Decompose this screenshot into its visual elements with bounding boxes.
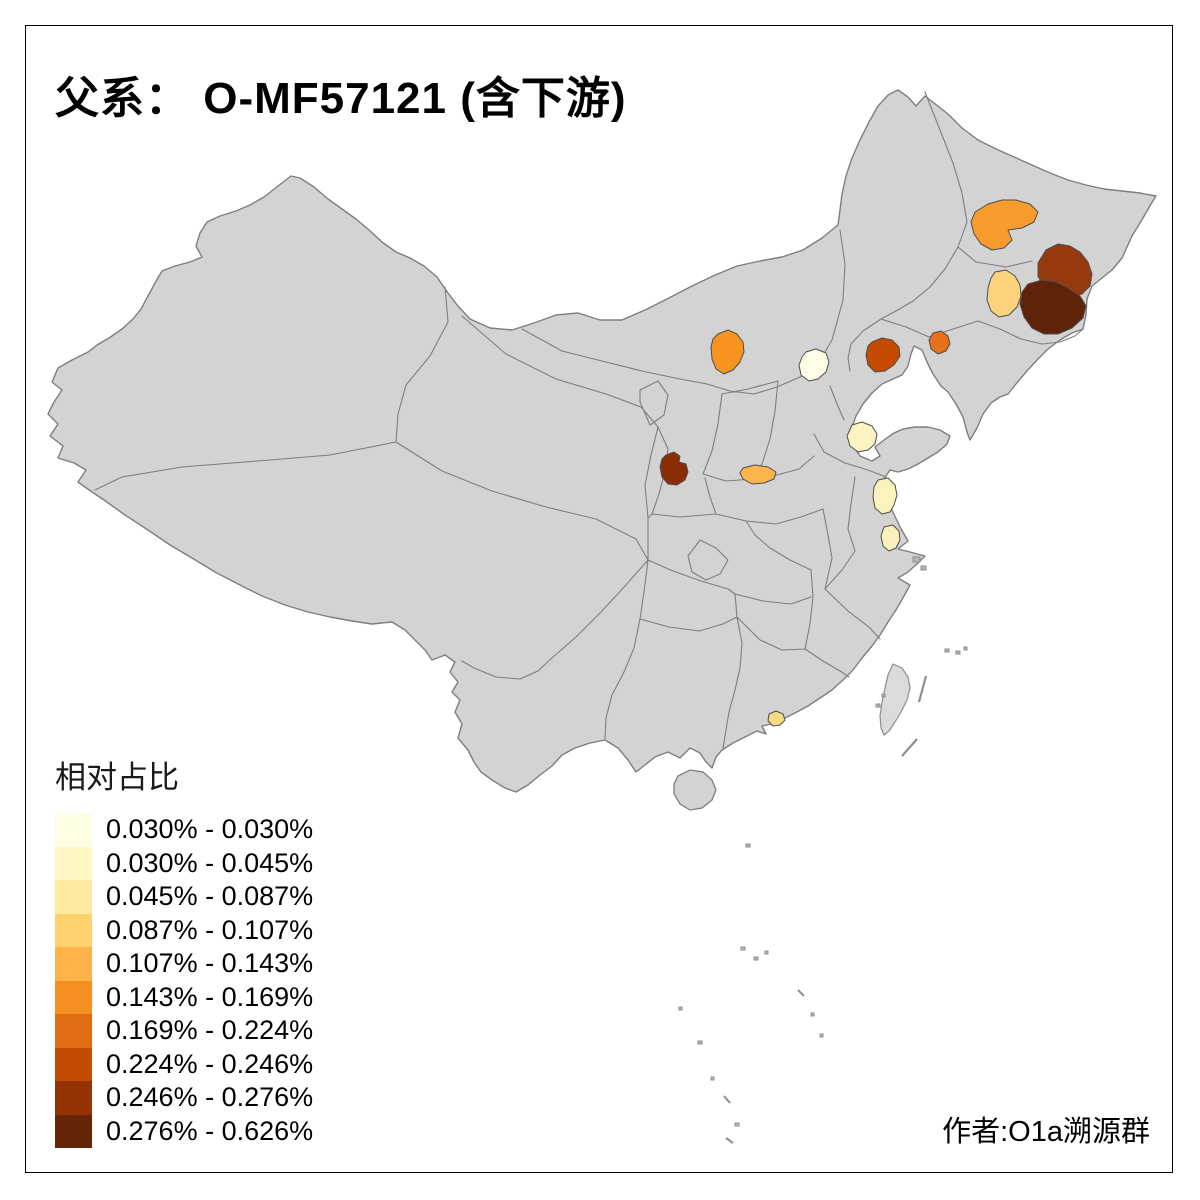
legend-swatch — [55, 813, 92, 847]
legend-row: 0.107% - 0.143% — [55, 947, 313, 981]
legend-label: 0.224% - 0.246% — [106, 1048, 314, 1079]
legend-rows: 0.030% - 0.030% 0.030% - 0.045% 0.045% - 0… — [55, 813, 313, 1148]
region-henan-central — [739, 464, 777, 485]
legend-row: 0.143% - 0.169% — [55, 980, 314, 1014]
hainan-island — [673, 769, 717, 811]
region-guangdong-coastal — [767, 710, 786, 727]
legend-label: 0.246% - 0.276% — [106, 1082, 314, 1112]
legend-row: 0.246% - 0.276% — [55, 1081, 313, 1115]
region-northeast-darkest — [1019, 279, 1087, 335]
region-liaoning-west — [865, 337, 901, 373]
legend-label: 0.143% - 0.169% — [106, 981, 314, 1012]
legend-row: 0.276% - 0.626% — [55, 1114, 314, 1148]
legend: 相对占比 0.030% - 0.030% 0.030% - 0.045% 0.045… — [55, 752, 313, 1148]
region-innermongolia-wulanchabu — [710, 329, 745, 375]
legend-row: 0.087% - 0.107% — [55, 913, 314, 947]
legend-label: 0.169% - 0.224% — [106, 1015, 314, 1045]
legend-row: 0.169% - 0.224% — [55, 1014, 313, 1048]
legend-label: 0.087% - 0.107% — [106, 914, 314, 945]
map-title: 父系： O-MF57121 (含下游) — [55, 74, 627, 123]
region-beijing — [798, 348, 830, 382]
legend-row: 0.030% - 0.045% — [55, 846, 314, 880]
region-shandong — [846, 421, 878, 453]
minor-islands — [678, 556, 968, 1144]
legend-swatch — [55, 947, 92, 981]
legend-swatch — [55, 880, 92, 914]
region-jiangsu-south — [880, 524, 901, 552]
attribution-text: 作者:O1a溯源群 — [942, 1116, 1150, 1148]
province-boundaries — [94, 91, 1084, 749]
legend-swatch — [55, 846, 92, 880]
taiwan-island — [879, 663, 911, 736]
legend-label: 0.276% - 0.626% — [106, 1115, 314, 1146]
legend-row: 0.224% - 0.246% — [55, 1047, 314, 1081]
legend-swatch — [55, 980, 92, 1014]
mainland-outline — [47, 89, 1157, 793]
legend-row: 0.045% - 0.087% — [55, 880, 313, 914]
region-shaanxi-central — [659, 451, 689, 486]
region-liaoning-central — [928, 330, 951, 355]
legend-swatch — [55, 1047, 92, 1081]
legend-swatch — [55, 1081, 92, 1115]
legend-label: 0.045% - 0.087% — [106, 881, 314, 911]
legend-swatch — [55, 913, 92, 947]
legend-label: 0.030% - 0.030% — [106, 814, 314, 844]
legend-swatch — [55, 1114, 92, 1148]
legend-label: 0.107% - 0.143% — [106, 948, 314, 978]
region-heilongjiang-suihua — [970, 199, 1039, 251]
legend-swatch — [55, 1014, 92, 1048]
choropleth-regions — [659, 199, 1093, 727]
legend-row: 0.030% - 0.030% — [55, 813, 313, 847]
legend-title: 相对占比 — [55, 760, 179, 795]
region-jilin-central — [986, 269, 1022, 318]
region-jiangsu-north — [872, 477, 898, 515]
legend-label: 0.030% - 0.045% — [106, 847, 314, 878]
